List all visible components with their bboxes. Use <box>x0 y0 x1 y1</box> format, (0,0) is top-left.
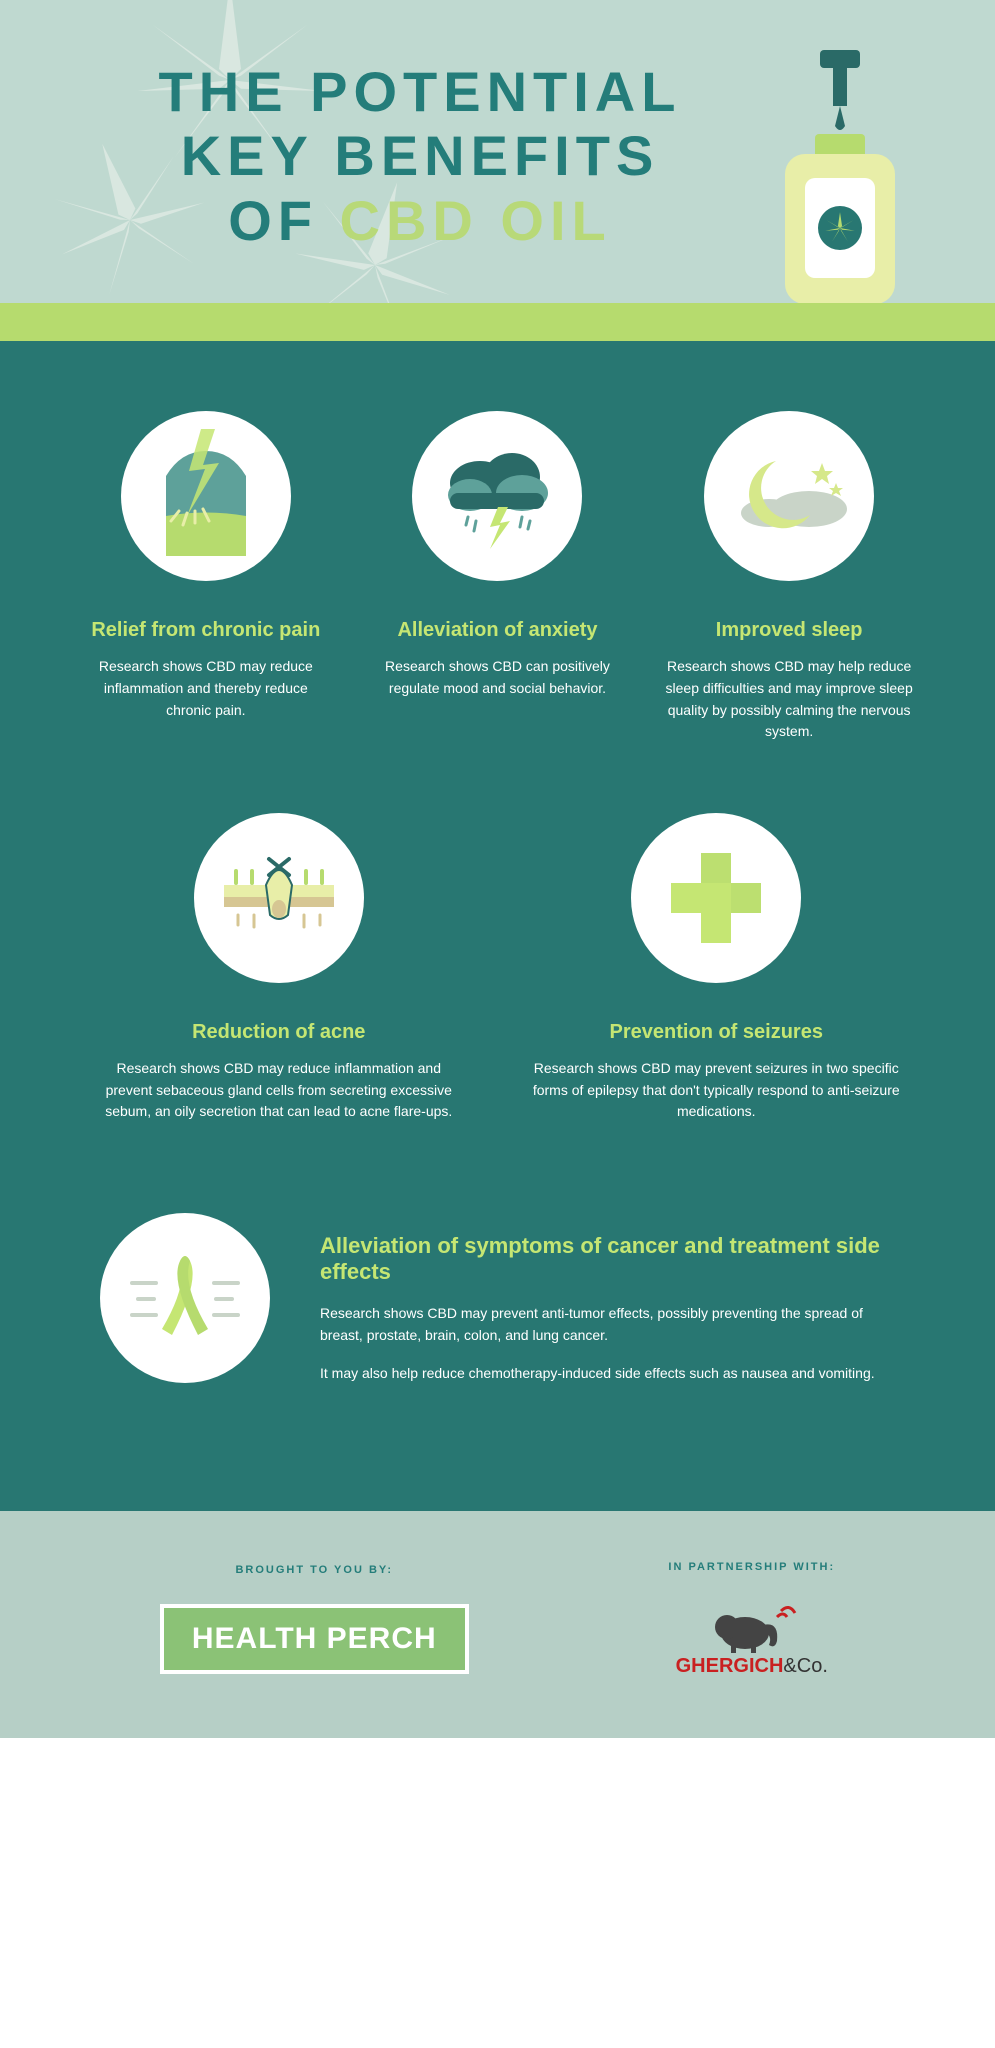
benefit-anxiety: Alleviation of anxiety Research shows CB… <box>366 411 629 743</box>
benefit-title: Relief from chronic pain <box>75 619 338 642</box>
footer-right: IN PARTNERSHIP WITH: GHERGICH&Co. <box>668 1561 835 1678</box>
ghergich-logo: GHERGICH&Co. <box>676 1601 828 1678</box>
cancer-text-block: Alleviation of symptoms of cancer and tr… <box>320 1233 895 1400</box>
benefit-text: Research shows CBD may reduce inflammati… <box>86 1058 471 1123</box>
partnership-label: IN PARTNERSHIP WITH: <box>668 1561 835 1573</box>
benefit-sleep: Improved sleep Research shows CBD may he… <box>658 411 921 743</box>
footer: BROUGHT TO YOU BY: HEALTH PERCH IN PARTN… <box>0 1511 995 1738</box>
benefit-title: Prevention of seizures <box>524 1021 909 1044</box>
benefit-title: Alleviation of anxiety <box>366 619 629 642</box>
skin-icon <box>194 813 364 983</box>
brought-by-label: BROUGHT TO YOU BY: <box>160 1564 469 1576</box>
ghergich-co: &Co. <box>783 1655 827 1677</box>
benefits-row-1: Relief from chronic pain Research shows … <box>60 411 935 813</box>
main-content: Relief from chronic pain Research shows … <box>0 341 995 1511</box>
footer-left: BROUGHT TO YOU BY: HEALTH PERCH <box>160 1564 469 1674</box>
benefit-text: Research shows CBD may prevent anti-tumo… <box>320 1303 895 1346</box>
benefit-seizures: Prevention of seizures Research shows CB… <box>524 813 909 1123</box>
benefit-text: Research shows CBD may reduce inflammati… <box>75 656 338 721</box>
ghergich-name: GHERGICH <box>676 1655 784 1677</box>
moon-icon <box>704 411 874 581</box>
benefit-text: Research shows CBD may help reduce sleep… <box>658 656 921 743</box>
benefit-chronic-pain: Relief from chronic pain Research shows … <box>75 411 338 743</box>
title-line-1: THE POTENTIAL <box>100 60 740 124</box>
storm-cloud-icon <box>412 411 582 581</box>
health-perch-logo: HEALTH PERCH <box>160 1604 469 1674</box>
medical-cross-icon <box>631 813 801 983</box>
ribbon-icon <box>100 1213 270 1383</box>
title-line-2: KEY BENEFITS <box>100 124 740 188</box>
cbd-bottle-icon <box>765 50 915 303</box>
title-highlight: CBD OIL <box>340 189 612 252</box>
accent-stripe <box>0 303 995 341</box>
title-of: OF <box>228 189 339 252</box>
benefit-text: It may also help reduce chemotherapy-ind… <box>320 1363 895 1385</box>
title-block: THE POTENTIAL KEY BENEFITS OF CBD OIL <box>100 60 740 253</box>
benefit-text: Research shows CBD can positively regula… <box>366 656 629 699</box>
header: THE POTENTIAL KEY BENEFITS OF CBD OIL <box>0 0 995 303</box>
benefit-cancer: Alleviation of symptoms of cancer and tr… <box>60 1193 935 1421</box>
title-line-3: OF CBD OIL <box>100 189 740 253</box>
benefit-text: Research shows CBD may prevent seizures … <box>524 1058 909 1123</box>
ghergich-text: GHERGICH&Co. <box>676 1655 828 1678</box>
health-perch-text: HEALTH PERCH <box>192 1622 437 1655</box>
benefits-row-2: Reduction of acne Research shows CBD may… <box>60 813 935 1193</box>
benefit-title: Alleviation of symptoms of cancer and tr… <box>320 1233 895 1285</box>
pain-icon <box>121 411 291 581</box>
benefit-acne: Reduction of acne Research shows CBD may… <box>86 813 471 1123</box>
benefit-title: Reduction of acne <box>86 1021 471 1044</box>
elephant-icon <box>707 1601 797 1655</box>
benefit-title: Improved sleep <box>658 619 921 642</box>
